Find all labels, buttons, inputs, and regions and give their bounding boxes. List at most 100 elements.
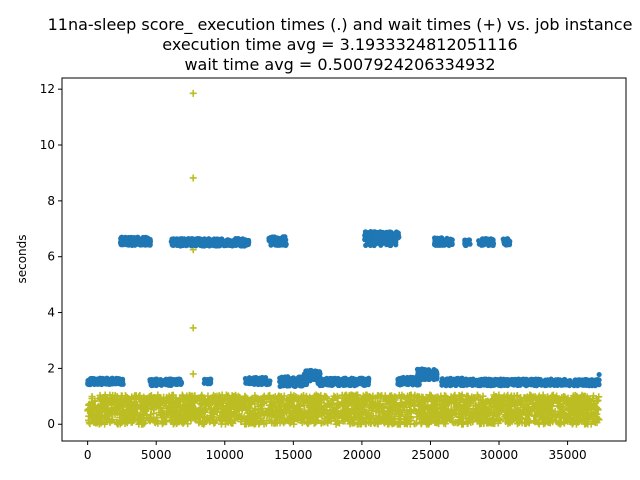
execution-time-point (175, 376, 182, 382)
execution-time-point (182, 241, 188, 247)
execution-time-point (364, 379, 370, 385)
execution-time-point (168, 376, 174, 382)
execution-time-point (277, 375, 283, 381)
wait-time-point (189, 324, 197, 332)
execution-time-point (232, 238, 238, 244)
execution-time-point (131, 235, 137, 241)
execution-time-point (352, 382, 358, 388)
execution-time-point (452, 380, 458, 386)
execution-time-point (489, 382, 496, 388)
execution-time-point (470, 379, 476, 385)
execution-time-point (207, 236, 213, 242)
execution-time-point (284, 381, 290, 387)
execution-time-point (392, 231, 398, 237)
execution-time-point (243, 377, 249, 383)
execution-time-point (431, 242, 438, 248)
execution-time-point (260, 379, 266, 385)
wait-time-point (519, 402, 527, 410)
execution-time-point (341, 382, 347, 389)
execution-time-point (170, 241, 176, 248)
execution-time-point (386, 242, 393, 248)
execution-time-point (421, 366, 427, 373)
title-line-1: 11na-sleep score_ execution times (.) an… (48, 15, 633, 35)
execution-time-point (448, 238, 454, 244)
execution-time-point (447, 381, 453, 387)
execution-time-point (145, 242, 151, 248)
chart-title: 11na-sleep score_ execution times (.) an… (48, 15, 633, 74)
execution-time-point (415, 370, 421, 376)
execution-time-point (366, 233, 372, 239)
execution-time-point (305, 369, 311, 375)
execution-time-point (271, 234, 278, 240)
execution-time-point (145, 235, 151, 241)
execution-time-series (85, 228, 602, 390)
execution-time-point (463, 376, 469, 382)
execution-time-point (283, 242, 289, 248)
execution-time-point (410, 382, 416, 388)
execution-time-point (367, 242, 374, 248)
wait-time-point (568, 395, 576, 403)
execution-time-point (438, 235, 444, 241)
execution-time-point (292, 383, 298, 390)
wait-time-point (473, 391, 481, 399)
execution-time-point (437, 242, 443, 248)
execution-time-point (225, 237, 231, 243)
execution-time-point (381, 239, 387, 245)
execution-time-point (104, 378, 110, 384)
execution-time-point (239, 239, 245, 245)
execution-time-point (317, 377, 323, 383)
execution-time-point (310, 374, 316, 380)
execution-time-point (502, 240, 509, 247)
execution-time-point (484, 236, 491, 242)
execution-time-point (297, 383, 304, 389)
title-line-2: execution time avg = 3.1933324812051116 (162, 35, 517, 54)
execution-time-point (341, 375, 347, 381)
execution-time-point (424, 370, 431, 376)
execution-time-point (325, 379, 331, 385)
wait-time-point (189, 370, 197, 378)
wait-time-point (494, 409, 502, 417)
execution-time-point (207, 243, 213, 249)
execution-time-point (119, 380, 125, 386)
execution-time-point (268, 242, 274, 248)
execution-time-point (86, 378, 93, 384)
wait-time-series (84, 89, 603, 428)
execution-time-point (285, 375, 291, 382)
execution-time-point (215, 242, 221, 248)
execution-time-point (478, 380, 484, 386)
execution-time-point (123, 238, 130, 245)
execution-time-point (393, 236, 399, 242)
execution-time-point (372, 232, 378, 238)
execution-time-point (295, 376, 301, 382)
execution-time-point (113, 375, 120, 381)
execution-time-point (199, 237, 206, 243)
execution-time-point (439, 382, 445, 388)
execution-time-point (265, 381, 271, 387)
execution-time-point (157, 379, 163, 385)
execution-time-point (501, 381, 507, 387)
wait-time-point (413, 419, 421, 427)
execution-time-point (131, 240, 137, 246)
execution-time-point (434, 371, 440, 377)
execution-time-point (356, 376, 363, 382)
execution-time-point (463, 238, 469, 245)
execution-time-point (386, 229, 393, 235)
execution-time-point (476, 238, 482, 244)
execution-time-point (190, 241, 196, 248)
execution-time-point (488, 378, 494, 384)
plot-area (61, 77, 627, 442)
execution-time-point (427, 375, 433, 381)
execution-time-point (462, 381, 469, 387)
execution-time-point (207, 376, 213, 383)
execution-time-point (147, 377, 153, 383)
execution-time-point (315, 370, 321, 377)
execution-time-point (250, 379, 256, 386)
wait-time-point (189, 89, 197, 97)
wait-time-point (324, 419, 332, 427)
execution-time-point (200, 242, 206, 248)
execution-time-point (334, 380, 340, 386)
execution-time-point (350, 375, 356, 382)
wait-time-point (189, 174, 197, 182)
wait-time-point (85, 418, 93, 426)
